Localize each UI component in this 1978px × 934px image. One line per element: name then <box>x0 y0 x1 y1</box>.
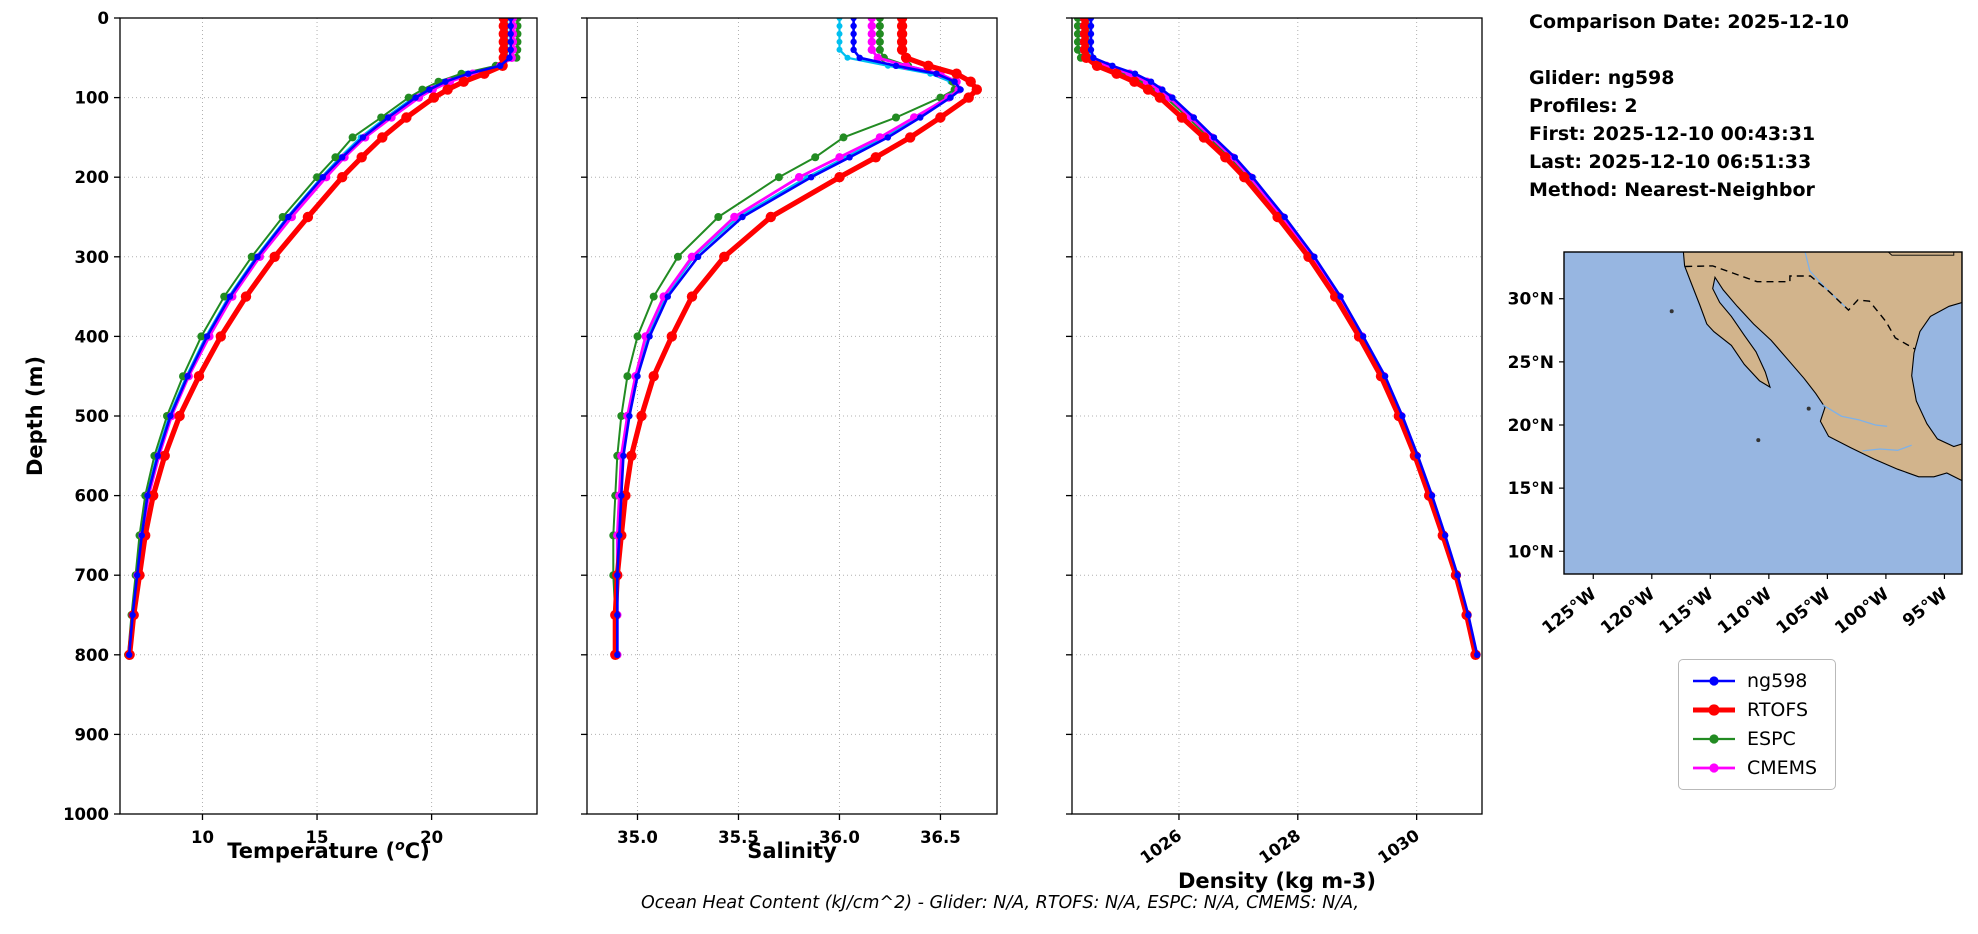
method: Method: Nearest-Neighbor <box>1529 179 1815 201</box>
series-ng598-profile2-line <box>1087 18 1478 656</box>
legend-item-ESPC: ESPC <box>1691 728 1817 750</box>
svg-text:36.5: 36.5 <box>920 828 961 847</box>
svg-text:105°W: 105°W <box>1773 584 1835 639</box>
legend-marker-ng598 <box>1693 676 1735 686</box>
location-map: 30°N 25°N 20°N 15°N 10°N 125°W120°W115°W110°W… <box>1508 251 1963 639</box>
ocean-heat-content-note: Ocean Heat Content (kJ/cm^2) - Glider: N… <box>640 893 1360 913</box>
legend-label: ng598 <box>1747 670 1808 692</box>
svg-text:700: 700 <box>75 566 109 585</box>
legend-label: ESPC <box>1747 728 1796 750</box>
svg-text:1028: 1028 <box>1256 826 1305 868</box>
legend-marker-ESPC <box>1693 734 1735 744</box>
svg-text:0: 0 <box>98 9 109 28</box>
island-dot <box>1806 406 1811 411</box>
river-line <box>1822 404 1888 427</box>
svg-text:110°W: 110°W <box>1714 584 1776 639</box>
svg-text:800: 800 <box>75 646 109 665</box>
svg-text:10: 10 <box>191 828 214 847</box>
legend-item-RTOFS: RTOFS <box>1691 699 1817 721</box>
svg-text:35.5: 35.5 <box>718 828 759 847</box>
first-profile-time: First: 2025-12-10 00:43:31 <box>1529 123 1816 145</box>
state-border-line <box>1887 252 1955 256</box>
info-spacer <box>1529 36 1849 64</box>
series-ESPC-line <box>127 18 519 655</box>
river-line <box>1804 252 1848 310</box>
profiles-count: Profiles: 2 <box>1529 95 1638 117</box>
river-line <box>1862 444 1912 452</box>
legend-item-ng598: ng598 <box>1691 670 1817 692</box>
depth-axis-label: Depth (m) <box>23 356 47 476</box>
svg-text:30°N: 30°N <box>1508 290 1554 310</box>
salinity-xlabel: Salinity <box>747 839 837 863</box>
land-area <box>1682 252 1962 482</box>
svg-text:100: 100 <box>75 89 109 108</box>
legend-label: CMEMS <box>1747 757 1818 779</box>
legend-item-CMEMS: CMEMS <box>1691 757 1817 779</box>
legend-label: RTOFS <box>1747 699 1809 721</box>
legend: ng598 RTOFS ESPC CMEMS <box>1678 659 1837 790</box>
svg-text:120°W: 120°W <box>1597 584 1659 639</box>
svg-text:36.0: 36.0 <box>819 828 860 847</box>
last-profile-time: Last: 2025-12-10 06:51:33 <box>1529 151 1812 173</box>
comparison-date: Comparison Date: 2025-12-10 <box>1529 11 1849 33</box>
island-dot <box>1669 309 1674 314</box>
temperature-chart: 10 15 2001002003004005006007008009001000Te… <box>63 9 538 863</box>
density-xlabel: Density (kg m-3) <box>1178 869 1376 893</box>
svg-text:115°W: 115°W <box>1656 584 1718 639</box>
svg-text:10°N: 10°N <box>1508 542 1554 562</box>
comparison-info: Comparison Date: 2025-12-10 Glider: ng59… <box>1529 8 1849 204</box>
svg-text:200: 200 <box>75 168 109 187</box>
svg-text:125°W: 125°W <box>1539 584 1601 639</box>
svg-text:100°W: 100°W <box>1831 584 1893 639</box>
svg-text:15°N: 15°N <box>1508 479 1554 499</box>
temperature-xlabel: Temperature (oC) <box>227 838 430 863</box>
svg-text:1000: 1000 <box>63 805 109 824</box>
svg-text:400: 400 <box>75 327 109 346</box>
us-mexico-border-line <box>1685 265 1916 350</box>
glider-name: Glider: ng598 <box>1529 67 1675 89</box>
svg-text:600: 600 <box>75 487 109 506</box>
svg-text:900: 900 <box>75 725 109 744</box>
svg-text:500: 500 <box>75 407 109 426</box>
series-CMEMS-line <box>128 18 515 655</box>
svg-text:15: 15 <box>306 828 329 847</box>
svg-text:1030: 1030 <box>1374 826 1423 868</box>
series-ng598-profile2-line <box>128 18 509 655</box>
svg-text:35.0: 35.0 <box>617 828 658 847</box>
svg-text:20: 20 <box>420 828 443 847</box>
svg-text:20°N: 20°N <box>1508 416 1554 436</box>
series-ng598-line <box>127 18 512 655</box>
svg-text:1026: 1026 <box>1137 826 1186 868</box>
svg-text:25°N: 25°N <box>1508 353 1554 373</box>
salinity-chart: 35.0 35.5 36.0 36.5 Salinity <box>581 17 998 863</box>
svg-text:300: 300 <box>75 248 109 267</box>
legend-marker-RTOFS <box>1693 704 1735 716</box>
island-dot <box>1756 438 1761 443</box>
legend-marker-CMEMS <box>1693 763 1735 773</box>
svg-text:95°W: 95°W <box>1899 584 1952 631</box>
